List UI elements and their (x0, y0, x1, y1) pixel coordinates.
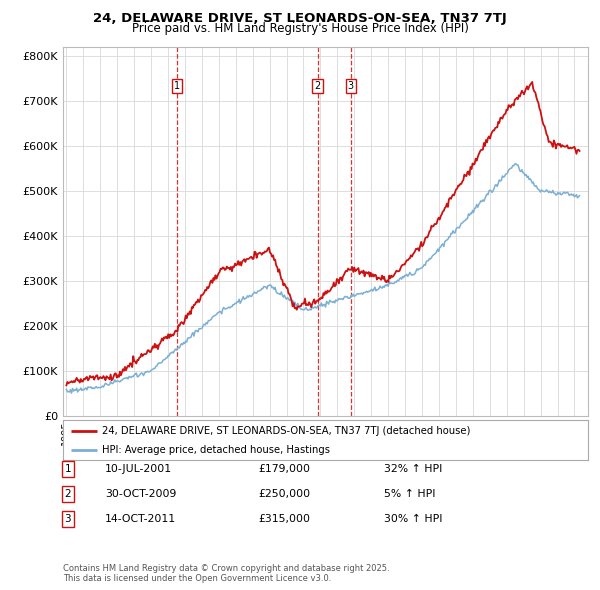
Text: 30% ↑ HPI: 30% ↑ HPI (384, 514, 443, 523)
Text: Price paid vs. HM Land Registry's House Price Index (HPI): Price paid vs. HM Land Registry's House … (131, 22, 469, 35)
Text: 30-OCT-2009: 30-OCT-2009 (105, 489, 176, 499)
Text: 5% ↑ HPI: 5% ↑ HPI (384, 489, 436, 499)
Text: 14-OCT-2011: 14-OCT-2011 (105, 514, 176, 523)
Text: £250,000: £250,000 (258, 489, 310, 499)
Text: Contains HM Land Registry data © Crown copyright and database right 2025.
This d: Contains HM Land Registry data © Crown c… (63, 563, 389, 583)
Text: 24, DELAWARE DRIVE, ST LEONARDS-ON-SEA, TN37 7TJ: 24, DELAWARE DRIVE, ST LEONARDS-ON-SEA, … (93, 12, 507, 25)
Text: 32% ↑ HPI: 32% ↑ HPI (384, 464, 442, 474)
Text: 3: 3 (64, 514, 71, 523)
Text: 24, DELAWARE DRIVE, ST LEONARDS-ON-SEA, TN37 7TJ (detached house): 24, DELAWARE DRIVE, ST LEONARDS-ON-SEA, … (103, 425, 471, 435)
Text: 3: 3 (347, 81, 354, 91)
Text: HPI: Average price, detached house, Hastings: HPI: Average price, detached house, Hast… (103, 445, 331, 455)
Text: 10-JUL-2001: 10-JUL-2001 (105, 464, 172, 474)
Text: £179,000: £179,000 (258, 464, 310, 474)
Text: 1: 1 (174, 81, 180, 91)
Text: 2: 2 (314, 81, 320, 91)
Text: £315,000: £315,000 (258, 514, 310, 523)
Text: 2: 2 (64, 489, 71, 499)
Text: 1: 1 (64, 464, 71, 474)
